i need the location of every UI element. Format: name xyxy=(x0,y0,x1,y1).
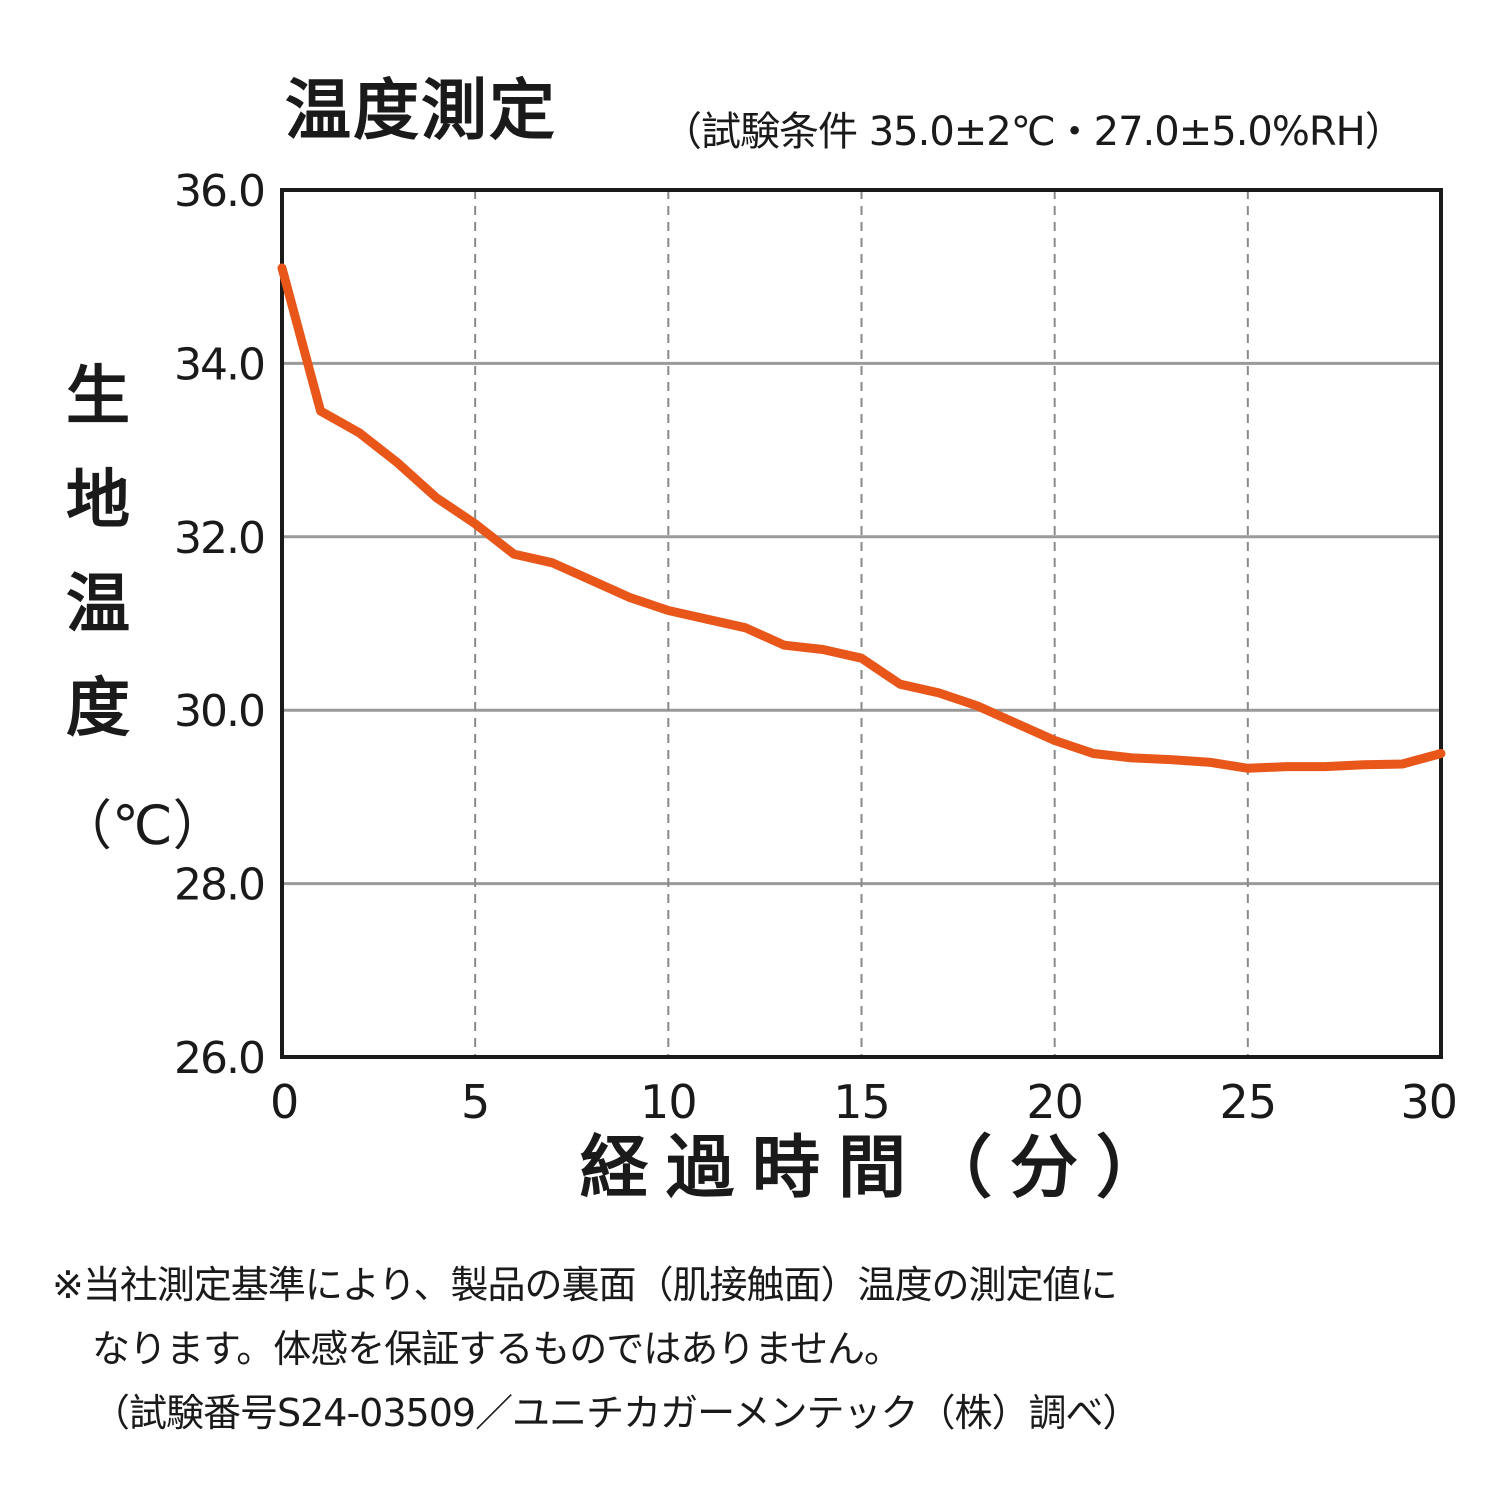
chart-subtitle: （試験条件 35.0±2℃・27.0±5.0%RH） xyxy=(662,109,1405,155)
footnote-line: なります。体感を保証するものではありません。 xyxy=(92,1327,902,1371)
x-tick-label: 5 xyxy=(461,1075,489,1129)
y-tick-label: 26.0 xyxy=(174,1033,264,1084)
y-tick-label: 28.0 xyxy=(174,860,264,911)
plot-frame xyxy=(280,188,1443,1059)
x-tick-label: 10 xyxy=(640,1075,697,1129)
y-axis-label-char: 地 xyxy=(66,464,130,538)
series-line xyxy=(277,263,1446,773)
x-tick-label: 0 xyxy=(270,1075,298,1129)
y-tick-label: 30.0 xyxy=(174,686,264,737)
y-tick-label: 34.0 xyxy=(174,339,264,390)
footnote-line: ※当社測定基準により、製品の裏面（肌接触面）温度の測定値に xyxy=(52,1263,1118,1307)
footnote: ※当社測定基準により、製品の裏面（肌接触面）温度の測定値に なります。体感を保証… xyxy=(52,1253,1141,1445)
y-tick-label: 32.0 xyxy=(174,513,264,564)
x-axis-label: 経過時間（分） xyxy=(580,1129,1183,1208)
chart-title: 温度測定 xyxy=(285,72,557,149)
y-tick-label: 36.0 xyxy=(174,166,264,217)
x-tick-label: 25 xyxy=(1220,1075,1277,1129)
y-axis-label-char: 温 xyxy=(66,568,130,642)
y-axis-label-char: 生 xyxy=(66,360,130,434)
x-tick-label: 20 xyxy=(1026,1075,1083,1129)
y-axis-label-char: 度 xyxy=(66,672,130,746)
x-tick-label: 15 xyxy=(833,1075,890,1129)
x-tick-label: 30 xyxy=(1400,1075,1457,1129)
footnote-line: （試験番号S24-03509／ユニチカガーメンテック（株）調べ） xyxy=(92,1391,1141,1435)
